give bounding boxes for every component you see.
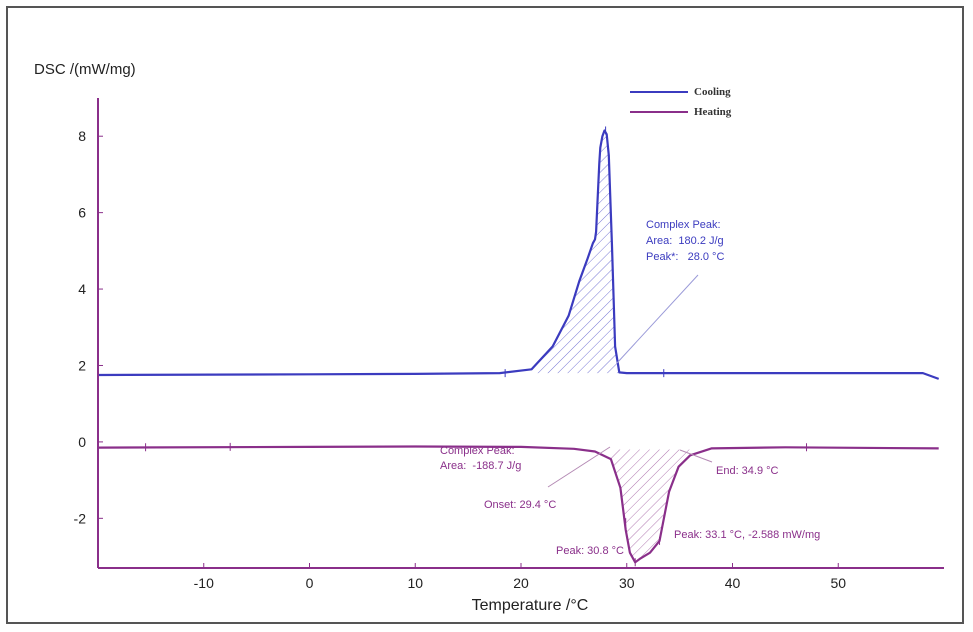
x-tick-label: 40: [725, 575, 741, 591]
y-tick-label: -2: [74, 510, 87, 526]
x-tick-label: 0: [306, 575, 314, 591]
onset-leader: [547, 446, 611, 488]
heating-annotation-title: Complex Peak:: [440, 445, 515, 457]
end-annotation: End: 34.9 °C: [716, 465, 779, 477]
heating-annotation: Complex Peak: Area: -188.7 J/g Onset: 29…: [440, 445, 820, 557]
x-tick-label: -10: [194, 575, 214, 591]
peak-annotation-b: Peak: 30.8 °C: [556, 545, 624, 557]
x-tick-label: 50: [830, 575, 846, 591]
y-tick-label: 0: [78, 434, 86, 450]
cooling-annotation-leader: [616, 274, 699, 364]
legend: Cooling Heating: [630, 86, 732, 118]
y-axis-label: DSC /(mW/mg): [34, 61, 136, 78]
cooling-annotation-title: Complex Peak:: [646, 219, 721, 231]
chart-frame: [6, 6, 964, 624]
peak-annotation-a: Peak: 33.1 °C, -2.588 mW/mg: [674, 529, 820, 541]
legend-label-heating: Heating: [694, 106, 732, 118]
peak-hatch-heating: [610, 449, 691, 563]
y-tick-label: 8: [78, 128, 86, 144]
x-axis-label: Temperature /°C: [472, 597, 589, 614]
axis-layer: [97, 98, 944, 569]
x-tick-label: 10: [407, 575, 423, 591]
y-tick-label: 6: [78, 205, 86, 221]
y-tick-label: 4: [78, 281, 86, 297]
cooling-annotation-area: Area: 180.2 J/g: [646, 235, 724, 247]
cooling-annotation: Complex Peak: Area: 180.2 J/g Peak*: 28.…: [616, 219, 724, 364]
tick-layer: -10 0 10 20 30 40 50 -2 0 2 4 6 8: [74, 128, 847, 591]
hatch-layer: [531, 130, 691, 563]
end-leader: [679, 449, 713, 463]
x-tick-label: 30: [619, 575, 635, 591]
legend-label-cooling: Cooling: [694, 86, 731, 98]
cooling-annotation-peak: Peak*: 28.0 °C: [646, 251, 724, 263]
series-layer: [97, 126, 940, 567]
x-tick-label: 20: [513, 575, 529, 591]
y-tick-label: 2: [78, 357, 86, 373]
series-line-heating: [97, 445, 939, 564]
onset-annotation: Onset: 29.4 °C: [484, 499, 556, 511]
series-line-cooling: [97, 129, 940, 380]
peak-hatch-cooling: [531, 130, 620, 374]
heating-annotation-area: Area: -188.7 J/g: [440, 460, 521, 472]
